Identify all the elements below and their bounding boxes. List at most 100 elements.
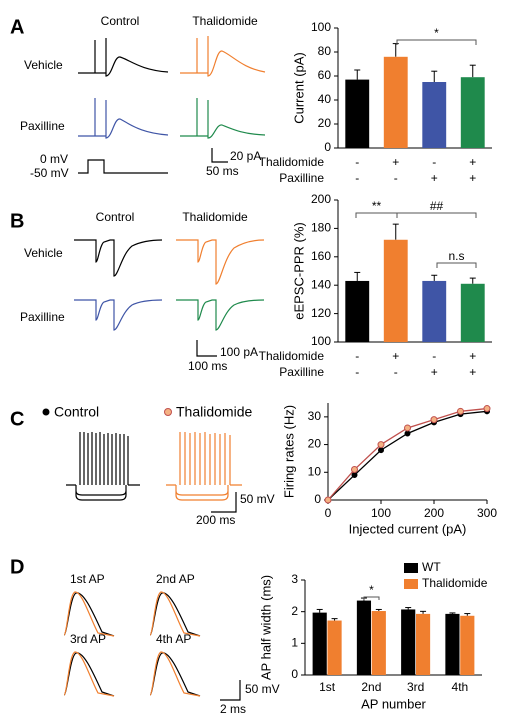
point bbox=[404, 430, 411, 437]
y-tick-label: 3 bbox=[291, 572, 298, 586]
significance-bracket bbox=[436, 262, 477, 268]
legend-label: Control bbox=[54, 404, 99, 420]
bar bbox=[401, 609, 416, 675]
trace-label: 1st AP bbox=[70, 572, 105, 586]
category-row-label: + bbox=[431, 171, 438, 185]
panel-label: C bbox=[10, 408, 24, 430]
scale-label: 100 ms bbox=[188, 359, 227, 373]
panel-label: D bbox=[10, 556, 24, 578]
y-axis-label: Firing rates (Hz) bbox=[281, 405, 296, 498]
bar bbox=[460, 615, 475, 675]
category-row-label: + bbox=[392, 155, 399, 169]
column-label: Thalidomide bbox=[192, 14, 258, 28]
bar bbox=[371, 611, 386, 675]
y-tick-label: 200 bbox=[311, 192, 331, 206]
x-tick-label: 300 bbox=[477, 506, 497, 520]
y-tick-label: 0 bbox=[291, 667, 298, 681]
voltage-step bbox=[78, 159, 168, 174]
category-row-label: - bbox=[355, 171, 359, 185]
traces bbox=[66, 432, 242, 513]
y-axis-label: Current (pA) bbox=[291, 52, 306, 124]
trace bbox=[74, 299, 163, 331]
panel-label: B bbox=[10, 210, 24, 232]
y-tick-label: 20 bbox=[318, 116, 332, 130]
y-tick-label: 120 bbox=[311, 306, 331, 320]
column-label: Control bbox=[101, 14, 140, 28]
significance-label: * bbox=[434, 26, 439, 40]
series-line bbox=[327, 407, 488, 501]
trace-label: 4th AP bbox=[156, 632, 191, 646]
point bbox=[351, 466, 358, 474]
legend-swatch bbox=[404, 563, 418, 573]
panel-label: A bbox=[10, 16, 24, 38]
y-tick-label: 60 bbox=[318, 68, 332, 82]
scale-label: 200 ms bbox=[196, 513, 235, 527]
significance-label: n.s bbox=[448, 249, 464, 263]
category-row-label: - bbox=[394, 171, 398, 185]
column-label: Thalidomide bbox=[182, 210, 248, 224]
category-row-label: + bbox=[469, 349, 476, 363]
legend-marker bbox=[164, 408, 172, 416]
scale-bar bbox=[211, 148, 228, 163]
category-row-label: - bbox=[355, 155, 359, 169]
x-tick-label: 200 bbox=[424, 506, 444, 520]
point bbox=[378, 447, 384, 454]
column-label: Control bbox=[96, 210, 135, 224]
y-tick-label: 40 bbox=[318, 92, 332, 106]
point bbox=[457, 407, 464, 415]
category-row-label: - bbox=[355, 365, 359, 379]
x-tick-label: 4th bbox=[452, 680, 469, 694]
traces bbox=[74, 239, 265, 357]
scale-label: 20 pA bbox=[230, 149, 261, 163]
traces bbox=[78, 36, 266, 174]
spike-train bbox=[166, 432, 242, 501]
scale-label: 50 mV bbox=[240, 492, 275, 506]
bar bbox=[415, 613, 431, 675]
voltage-label: -50 mV bbox=[30, 166, 69, 180]
trace-label: 2nd AP bbox=[156, 572, 195, 586]
bar bbox=[460, 77, 485, 148]
row-label: Vehicle bbox=[24, 246, 63, 260]
category-row-name: Paxilline bbox=[279, 365, 324, 379]
x-tick-label: 100 bbox=[371, 506, 391, 520]
category-row-label: + bbox=[469, 155, 476, 169]
bar bbox=[383, 56, 408, 148]
point bbox=[324, 496, 332, 504]
y-tick-label: 0 bbox=[314, 492, 321, 506]
bar bbox=[422, 280, 447, 342]
category-row-label: + bbox=[469, 171, 476, 185]
point bbox=[377, 441, 385, 449]
bar bbox=[327, 620, 342, 675]
voltage-label: 0 mV bbox=[40, 152, 68, 166]
x-tick-label: 0 bbox=[325, 506, 332, 520]
y-tick-label: 140 bbox=[311, 277, 331, 291]
point bbox=[430, 416, 438, 424]
legend-swatch bbox=[404, 579, 418, 589]
legend-marker bbox=[42, 408, 50, 416]
x-tick-label: 3rd bbox=[407, 680, 424, 694]
bar bbox=[422, 82, 447, 148]
point bbox=[483, 405, 491, 413]
trace bbox=[78, 38, 169, 77]
scale-label: 100 pA bbox=[220, 345, 258, 359]
category-row-name: Thalidomide bbox=[259, 349, 325, 363]
trace bbox=[180, 36, 266, 77]
y-tick-label: 160 bbox=[311, 249, 331, 263]
row-label: Vehicle bbox=[24, 58, 63, 72]
significance-label: * bbox=[369, 583, 374, 597]
bar bbox=[356, 600, 372, 675]
category-row-label: + bbox=[469, 365, 476, 379]
row-label: Paxilline bbox=[20, 310, 65, 324]
trace bbox=[180, 98, 266, 139]
point bbox=[351, 472, 358, 479]
category-row-label: + bbox=[392, 349, 399, 363]
scale-label: 50 mV bbox=[245, 682, 280, 696]
category-row-name: Paxilline bbox=[279, 171, 324, 185]
bar bbox=[445, 613, 460, 675]
y-axis-label: AP half width (ms) bbox=[258, 575, 273, 680]
trace bbox=[78, 98, 169, 139]
y-tick-label: 10 bbox=[308, 464, 322, 478]
category-row-label: - bbox=[355, 349, 359, 363]
category-row-label: - bbox=[432, 349, 436, 363]
